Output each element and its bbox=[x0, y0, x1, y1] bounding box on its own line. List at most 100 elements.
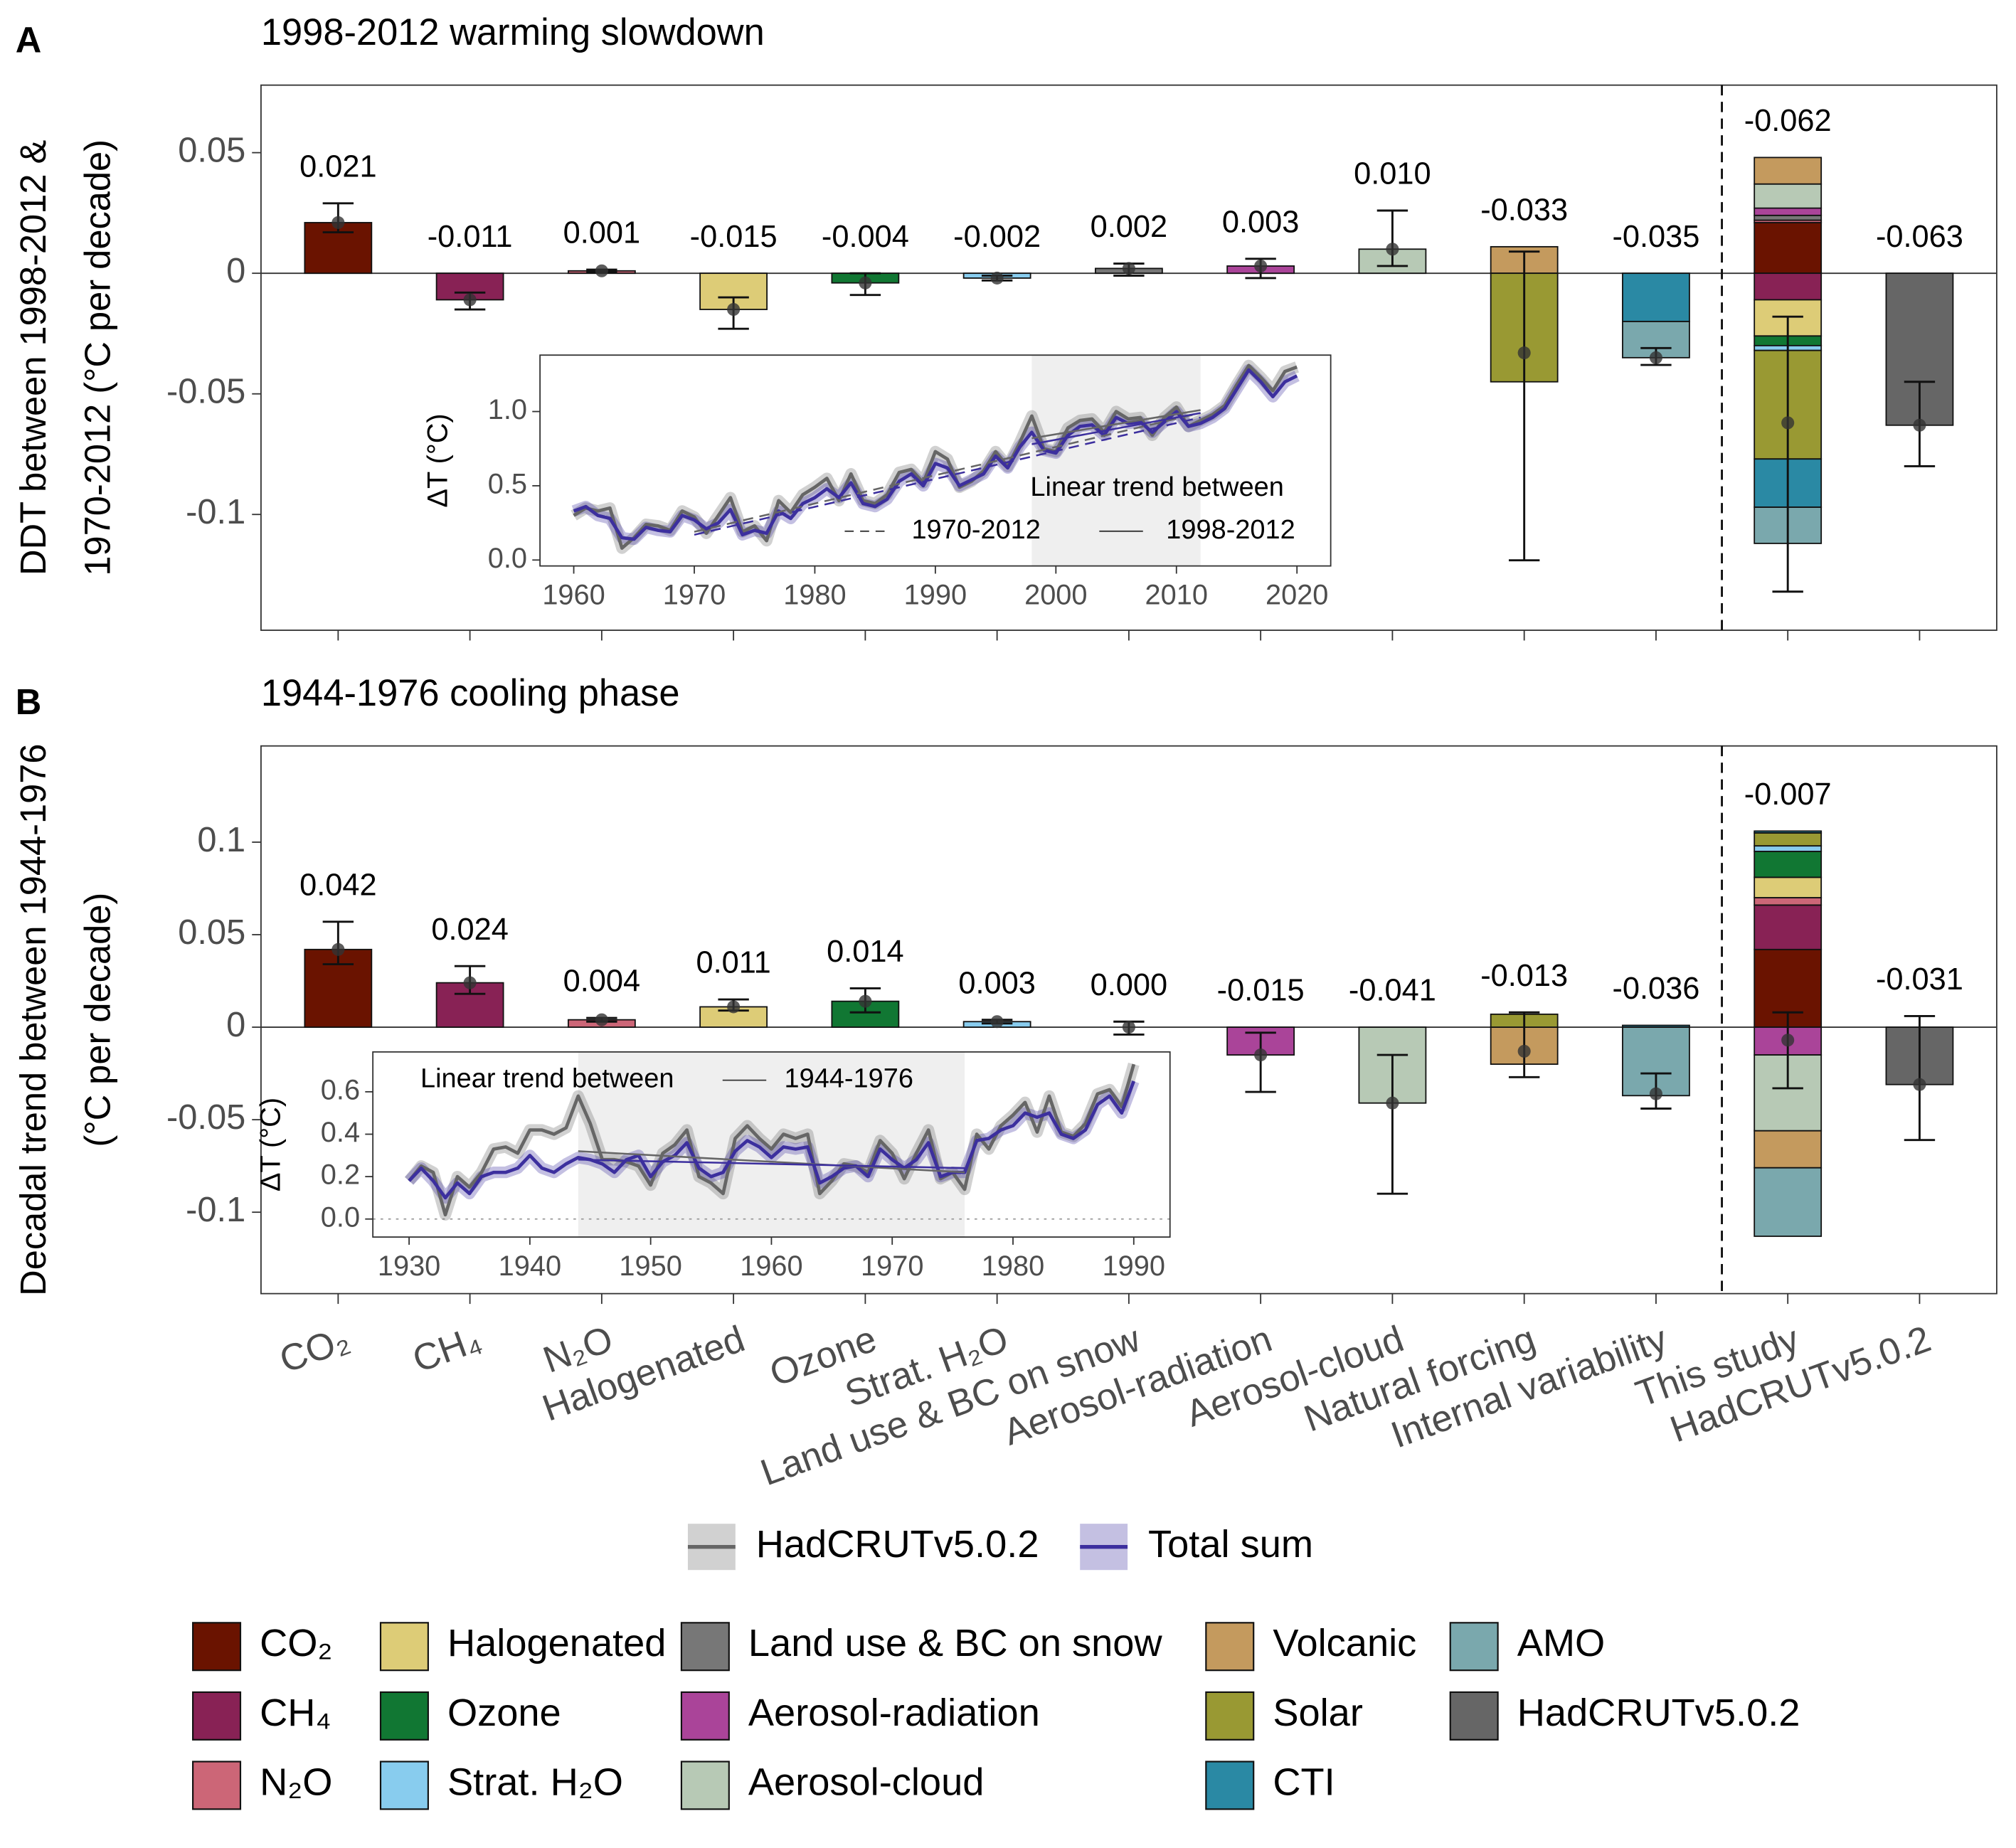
inset-y-tick-label: 0.6 bbox=[321, 1074, 360, 1105]
point bbox=[1386, 243, 1399, 256]
bar-segment bbox=[1754, 1167, 1823, 1237]
inset-x-tick-label: 2010 bbox=[1145, 580, 1208, 611]
bar-segment bbox=[1754, 222, 1823, 275]
value-label: -0.007 bbox=[1744, 777, 1832, 812]
bar-segment bbox=[1754, 214, 1823, 221]
point bbox=[1781, 1034, 1795, 1047]
inset-x-tick-label: 1980 bbox=[783, 580, 846, 611]
value-label: -0.035 bbox=[1612, 220, 1699, 254]
point bbox=[331, 942, 345, 956]
point bbox=[1913, 1078, 1926, 1091]
point bbox=[595, 1013, 608, 1026]
trend-line bbox=[1031, 412, 1201, 445]
legend-label: Aerosol-radiation bbox=[748, 1692, 1040, 1734]
legend-swatch bbox=[379, 1691, 429, 1741]
value-label: 0.014 bbox=[827, 935, 904, 969]
y-tick-label: -0.05 bbox=[166, 373, 245, 411]
panel-label: A bbox=[16, 19, 42, 60]
trend-line bbox=[578, 1159, 965, 1169]
value-label: 0.024 bbox=[431, 913, 509, 947]
y-tick-label: 0.05 bbox=[178, 913, 245, 952]
error-bar bbox=[1904, 1015, 1936, 1142]
value-label: 0.003 bbox=[958, 966, 1036, 1000]
inset-y-tick-label: 1.0 bbox=[488, 394, 527, 425]
trend-line bbox=[694, 416, 1201, 536]
legend-swatch bbox=[680, 1622, 730, 1672]
legend-swatch bbox=[1205, 1622, 1255, 1672]
trend-legend-title: Linear trend between bbox=[420, 1064, 674, 1094]
error-bar bbox=[1245, 1031, 1276, 1093]
legend-label: N₂O bbox=[260, 1761, 332, 1803]
bar-segment bbox=[1754, 183, 1823, 209]
value-label: 0.003 bbox=[1222, 205, 1300, 239]
inset-x-tick-label: 1990 bbox=[904, 580, 967, 611]
point bbox=[990, 271, 1004, 285]
inset-x-tick-label: 1930 bbox=[378, 1250, 440, 1282]
series-line bbox=[408, 1063, 1136, 1217]
value-label: -0.015 bbox=[1217, 974, 1305, 1008]
point bbox=[1913, 418, 1926, 432]
bar-segment bbox=[1754, 851, 1823, 878]
legend-label: Total sum bbox=[1148, 1523, 1313, 1566]
value-label: -0.011 bbox=[428, 220, 513, 254]
panel-label: B bbox=[16, 681, 42, 722]
inset-x-tick-label: 1960 bbox=[740, 1250, 802, 1282]
legend-swatch bbox=[1205, 1691, 1255, 1741]
legend-swatch bbox=[680, 1691, 730, 1741]
legend-label: CTI bbox=[1273, 1761, 1335, 1803]
legend-label: Aerosol-cloud bbox=[748, 1761, 985, 1803]
value-label: -0.033 bbox=[1480, 193, 1568, 228]
y-axis-label: 1970-2012 (°C per decade) bbox=[77, 139, 117, 576]
bar-segment bbox=[1754, 904, 1823, 950]
value-label: -0.036 bbox=[1612, 972, 1699, 1006]
point bbox=[727, 302, 741, 317]
inset-y-tick-label: 0.0 bbox=[488, 543, 527, 574]
value-label: -0.002 bbox=[953, 220, 1041, 254]
value-label: -0.004 bbox=[822, 220, 909, 254]
legend-label: Land use & BC on snow bbox=[748, 1622, 1163, 1664]
legend-label: AMO bbox=[1517, 1622, 1606, 1664]
y-axis-label: Decadal trend between 1944-1976 bbox=[13, 743, 53, 1295]
inset-x-tick-label: 1950 bbox=[619, 1250, 681, 1282]
error-bar bbox=[1376, 209, 1408, 267]
value-label: -0.013 bbox=[1480, 959, 1568, 993]
y-tick-label: 0 bbox=[226, 1006, 245, 1044]
value-label: 0.002 bbox=[1091, 210, 1168, 244]
value-label: 0.021 bbox=[299, 149, 377, 184]
legend-swatch bbox=[1205, 1761, 1255, 1810]
legend-swatch bbox=[192, 1691, 242, 1741]
error-bar bbox=[1376, 1053, 1408, 1195]
value-label: 0.000 bbox=[1091, 968, 1168, 1002]
legend-swatch bbox=[379, 1761, 429, 1810]
bar-segment bbox=[1754, 876, 1823, 898]
legend-label: CO₂ bbox=[260, 1622, 332, 1664]
point bbox=[1781, 416, 1795, 430]
legend-swatch bbox=[1449, 1622, 1499, 1672]
legend-label: Solar bbox=[1273, 1692, 1363, 1734]
inset-x-tick-label: 1970 bbox=[663, 580, 726, 611]
bar-segment bbox=[1622, 272, 1690, 322]
inset-x-tick-label: 1990 bbox=[1103, 1250, 1165, 1282]
bar-segment bbox=[1754, 832, 1823, 847]
legend-label: Volcanic bbox=[1273, 1622, 1416, 1664]
point bbox=[1122, 1021, 1135, 1034]
value-label: 0.011 bbox=[696, 946, 770, 980]
y-tick-label: -0.1 bbox=[186, 1191, 245, 1229]
inset-x-tick-label: 1970 bbox=[861, 1250, 923, 1282]
y-tick-label: 0.05 bbox=[178, 132, 245, 170]
legend-swatch bbox=[680, 1761, 730, 1810]
value-label: -0.063 bbox=[1876, 220, 1963, 254]
point bbox=[859, 276, 872, 290]
value-label: -0.062 bbox=[1744, 104, 1832, 138]
point bbox=[595, 264, 608, 277]
inset-y-tick-label: 0.5 bbox=[488, 468, 527, 499]
series-line bbox=[408, 1080, 1135, 1200]
trend-line bbox=[1031, 409, 1201, 440]
inset-shade bbox=[578, 1051, 965, 1238]
trend-line bbox=[694, 412, 1201, 533]
legend-swatch bbox=[192, 1622, 242, 1672]
x-tick-label: CH₄ bbox=[408, 1318, 487, 1381]
legend-swatch bbox=[192, 1761, 242, 1810]
point bbox=[727, 1000, 741, 1014]
series-line bbox=[573, 368, 1298, 541]
